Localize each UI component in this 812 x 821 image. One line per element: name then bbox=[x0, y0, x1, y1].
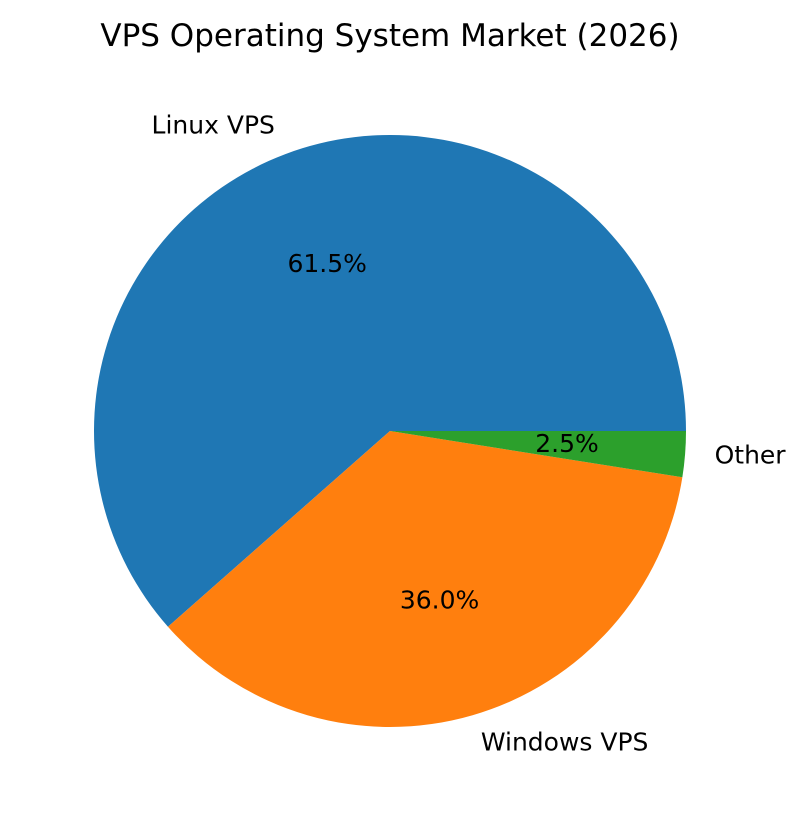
slice-percent-windows-vps: 36.0% bbox=[400, 586, 479, 615]
slice-label-other: Other bbox=[715, 441, 787, 470]
pie-slice-linux-vps bbox=[93, 135, 686, 627]
pie-slice-other bbox=[390, 431, 686, 478]
pie-slice-windows-vps bbox=[167, 431, 683, 727]
labels-layer: Linux VPS 61.5% Windows VPS 36.0% Other 2.5% bbox=[152, 110, 787, 756]
chart-title: VPS Operating System Market (2026) bbox=[100, 18, 679, 54]
slice-label-linux-vps: Linux VPS bbox=[152, 110, 275, 139]
slices-layer bbox=[93, 135, 686, 727]
slice-percent-other: 2.5% bbox=[535, 429, 599, 458]
slice-label-windows-vps: Windows VPS bbox=[481, 728, 649, 757]
slice-percent-linux-vps: 61.5% bbox=[288, 249, 367, 278]
